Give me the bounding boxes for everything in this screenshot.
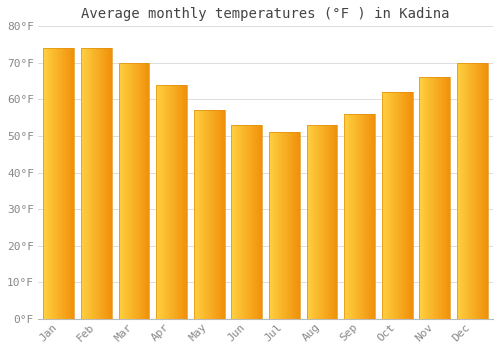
Bar — [420, 77, 450, 319]
Bar — [118, 63, 150, 319]
Bar — [306, 125, 338, 319]
Bar — [232, 125, 262, 319]
Title: Average monthly temperatures (°F ) in Kadina: Average monthly temperatures (°F ) in Ka… — [82, 7, 450, 21]
Bar — [344, 114, 375, 319]
Bar — [269, 132, 300, 319]
Bar — [457, 63, 488, 319]
Bar — [44, 48, 74, 319]
Bar — [81, 48, 112, 319]
Bar — [194, 110, 224, 319]
Bar — [382, 92, 412, 319]
Bar — [156, 85, 187, 319]
